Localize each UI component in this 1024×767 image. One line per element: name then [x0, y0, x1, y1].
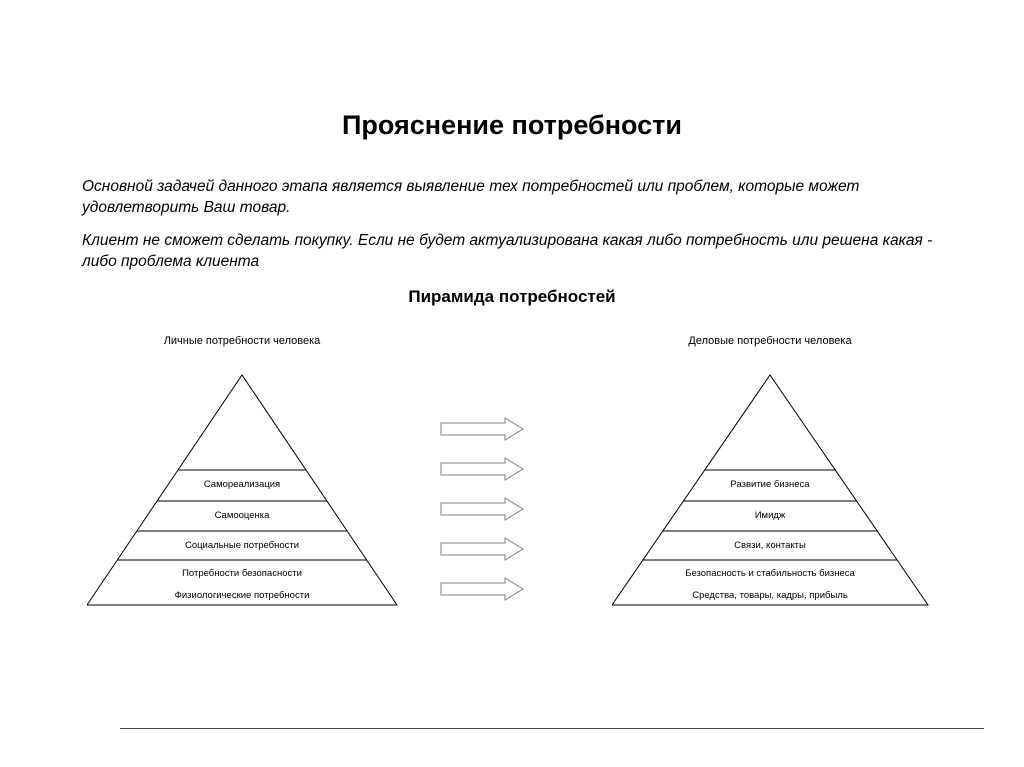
footer-divider [120, 728, 984, 729]
pyramid-personal: Самореализация Самооценка Социальные потре… [87, 355, 407, 615]
arrow-shape-3 [441, 538, 523, 560]
diagram-title: Пирамида потребностей [82, 287, 942, 307]
arrow-shape-2 [441, 498, 523, 520]
mapping-arrow-4 [440, 577, 524, 601]
pyramid-level-label-personal-0: Самореализация [204, 479, 280, 490]
pyramid-level-label-business-3: Безопасность и стабильность бизнеса [685, 568, 855, 579]
pyramid-business: Развитие бизнеса Имидж Связи, контакты Безо… [612, 355, 938, 615]
mapping-arrow-2 [440, 497, 524, 521]
arrow-shape-0 [441, 418, 523, 440]
pyramid-level-label-business-0: Развитие бизнеса [730, 479, 810, 490]
paragraph-1: Основной задачей данного этапа является … [82, 177, 942, 219]
pyramid-level-label-business-2: Связи, контакты [734, 540, 806, 551]
pyramid-level-label-personal-2: Социальные потребности [185, 540, 299, 551]
pyramid-level-label-personal-4: Физиологические потребности [175, 590, 310, 601]
mapping-arrow-3 [440, 537, 524, 561]
page-title: Прояснение потребности [82, 110, 942, 141]
pyramid-title-business: Деловые потребности человека [650, 335, 890, 347]
pyramid-level-label-business-4: Средства, товары, кадры, прибыль [692, 590, 848, 601]
pyramid-title-personal: Личные потребности человека [122, 335, 362, 347]
page: Прояснение потребности Основной задачей … [0, 0, 1024, 767]
pyramid-level-label-business-1: Имидж [755, 510, 786, 521]
arrow-shape-1 [441, 458, 523, 480]
paragraph-2: Клиент не сможет сделать покупку. Если н… [82, 231, 942, 273]
mapping-arrow-0 [440, 417, 524, 441]
pyramid-level-label-personal-3: Потребности безопасности [182, 568, 302, 579]
arrow-shape-4 [441, 578, 523, 600]
mapping-arrow-1 [440, 457, 524, 481]
pyramid-level-label-personal-1: Самооценка [215, 510, 271, 521]
needs-pyramid-diagram: Личные потребности человека Самореализаци… [82, 325, 942, 645]
